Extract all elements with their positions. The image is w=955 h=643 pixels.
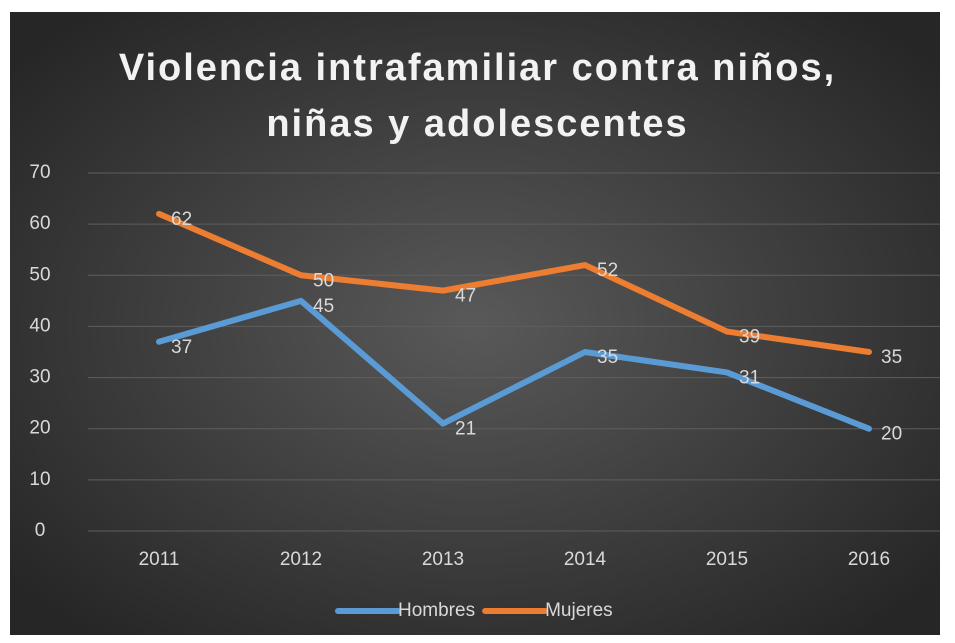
legend-label: Hombres bbox=[398, 600, 475, 621]
y-tick-label: 10 bbox=[29, 469, 50, 490]
x-tick-label: 2011 bbox=[139, 549, 180, 570]
data-label: 35 bbox=[597, 347, 618, 368]
x-tick-label: 2012 bbox=[280, 549, 322, 570]
y-tick-label: 20 bbox=[29, 418, 50, 439]
data-label: 45 bbox=[313, 296, 334, 317]
data-label: 35 bbox=[881, 347, 902, 368]
y-tick-label: 60 bbox=[29, 213, 50, 234]
x-tick-label: 2016 bbox=[848, 549, 890, 570]
y-tick-label: 0 bbox=[35, 520, 46, 541]
data-label: 50 bbox=[313, 270, 334, 291]
series-line bbox=[156, 210, 872, 355]
data-label: 20 bbox=[881, 424, 902, 445]
data-label: 62 bbox=[171, 209, 192, 230]
x-tick-label: 2015 bbox=[706, 549, 748, 570]
legend-label: Mujeres bbox=[545, 600, 613, 621]
data-label: 37 bbox=[171, 337, 192, 358]
data-label: 31 bbox=[739, 367, 760, 388]
y-tick-label: 50 bbox=[29, 264, 50, 285]
y-tick-label: 40 bbox=[29, 315, 50, 336]
y-tick-label: 70 bbox=[29, 162, 50, 183]
data-label: 21 bbox=[455, 419, 476, 440]
chart-title: Violencia intrafamiliar contra niños, ni… bbox=[118, 47, 837, 145]
data-label: 47 bbox=[455, 286, 476, 307]
data-label: 52 bbox=[597, 260, 618, 281]
y-tick-label: 30 bbox=[29, 367, 50, 388]
x-tick-label: 2013 bbox=[422, 549, 464, 570]
data-label: 39 bbox=[739, 327, 760, 348]
x-tick-label: 2014 bbox=[564, 549, 607, 570]
series-line bbox=[156, 297, 872, 432]
